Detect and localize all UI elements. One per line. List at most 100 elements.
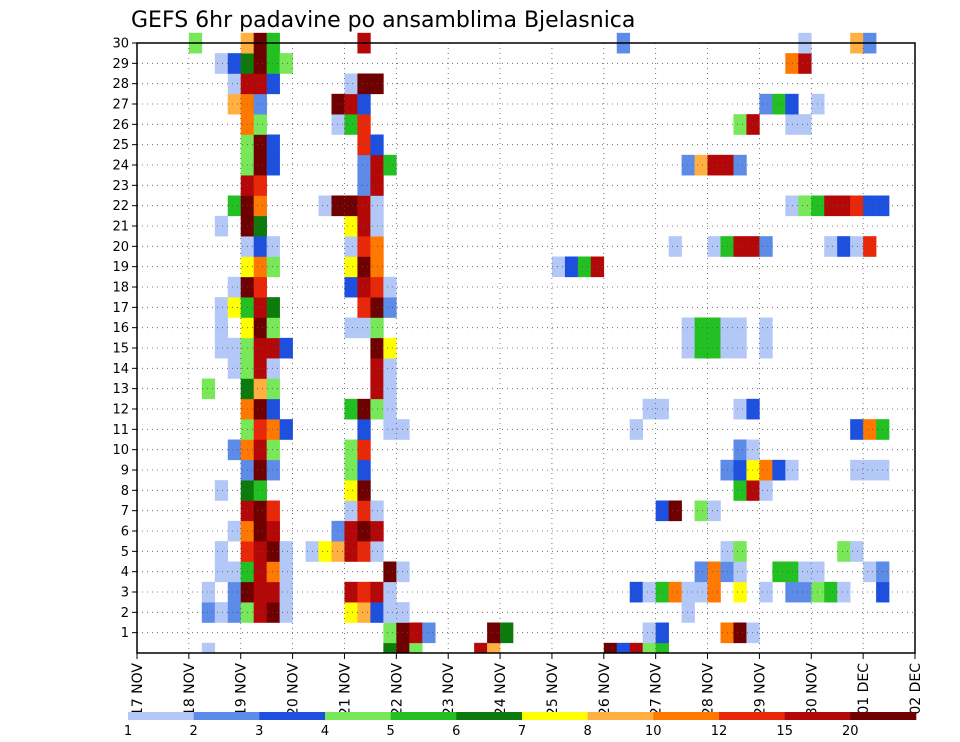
heatmap-cell	[266, 541, 280, 562]
heatmap-cell	[785, 53, 799, 74]
heatmap-cell	[798, 114, 812, 135]
heatmap-cell	[409, 622, 423, 644]
heatmap-cell	[266, 520, 280, 542]
heatmap-cell	[253, 561, 267, 583]
heatmap-cell	[253, 337, 267, 359]
heatmap-cell	[253, 53, 267, 74]
heatmap-cell	[564, 256, 579, 278]
heatmap-cell	[357, 602, 371, 623]
heatmap-cell	[759, 337, 773, 359]
colorbar-label: 2	[190, 724, 198, 739]
heatmap-cell	[227, 602, 242, 623]
heatmap-cell	[655, 642, 669, 654]
heatmap-cell	[759, 581, 773, 603]
heatmap-cell	[201, 642, 216, 654]
heatmap-cell	[253, 480, 267, 501]
heatmap-cell	[266, 337, 280, 359]
heatmap-cell	[357, 215, 371, 237]
y-tick-label: 30	[112, 37, 129, 52]
heatmap-cell	[266, 419, 280, 440]
heatmap-cell	[759, 236, 773, 257]
heatmap-cell	[707, 317, 721, 339]
heatmap-cell	[253, 520, 267, 542]
colorbar-swatch	[719, 712, 785, 720]
heatmap-cell	[253, 73, 267, 95]
heatmap-cell	[629, 581, 643, 603]
heatmap-cell	[357, 398, 371, 420]
heatmap-cell	[357, 236, 371, 257]
heatmap-cell	[279, 419, 293, 440]
heatmap-cell	[344, 602, 358, 623]
heatmap-cell	[344, 93, 358, 115]
heatmap-cell	[214, 480, 229, 501]
heatmap-cell	[357, 175, 371, 196]
heatmap-cell	[746, 398, 760, 420]
y-tick-label: 1	[121, 626, 129, 641]
heatmap-cell	[253, 134, 267, 156]
heatmap-cell	[746, 114, 760, 135]
x-tick-label: 18 NOV	[182, 663, 198, 717]
colorbar-label: 10	[645, 724, 662, 739]
heatmap-cell	[383, 602, 397, 623]
heatmap-cell	[253, 439, 267, 461]
heatmap-cell	[759, 459, 773, 481]
heatmap-cell	[266, 561, 280, 583]
heatmap-cell	[253, 419, 267, 440]
heatmap-cell	[798, 53, 812, 74]
heatmap-cell	[227, 195, 242, 217]
heatmap-cell	[707, 500, 721, 522]
colorbar-label: 4	[321, 724, 329, 739]
heatmap-cells	[188, 32, 890, 654]
heatmap-cell	[266, 398, 280, 420]
heatmap-cell	[733, 114, 747, 135]
heatmap-cell	[357, 276, 371, 298]
heatmap-cell	[331, 195, 345, 217]
heatmap-cell	[279, 581, 293, 603]
heatmap-cell	[253, 581, 267, 603]
heatmap-cell	[474, 642, 488, 654]
colorbar-swatch	[653, 712, 720, 720]
heatmap-cell	[266, 73, 280, 95]
heatmap-cell	[694, 154, 708, 176]
y-tick-label: 3	[121, 586, 129, 601]
heatmap-cell	[746, 459, 760, 481]
heatmap-cell	[253, 175, 267, 196]
y-tick-label: 29	[112, 57, 129, 72]
heatmap-cell	[266, 236, 280, 257]
heatmap-cell	[798, 195, 812, 217]
colorbar-swatch	[259, 712, 326, 720]
heatmap-cell	[266, 317, 280, 339]
heatmap-cell	[344, 317, 358, 339]
colorbar-label: 1	[124, 724, 132, 739]
heatmap-cell	[707, 561, 721, 583]
heatmap-cell	[863, 561, 877, 583]
heatmap-cell	[785, 459, 799, 481]
heatmap-cell	[253, 236, 267, 257]
heatmap-cell	[227, 53, 242, 74]
colorbar-swatch	[850, 712, 917, 720]
heatmap-cell	[681, 317, 695, 339]
heatmap-cell	[253, 398, 267, 420]
heatmap-cell	[201, 581, 216, 603]
heatmap-cell	[279, 561, 293, 583]
heatmap-cell	[357, 195, 371, 217]
heatmap-cell	[746, 439, 760, 461]
heatmap-cell	[253, 276, 267, 298]
y-tick-label: 4	[121, 565, 129, 580]
heatmap-cell	[266, 358, 280, 379]
heatmap-cell	[214, 317, 229, 339]
y-tick-label: 15	[112, 342, 129, 357]
colorbar-label: 5	[387, 724, 395, 739]
y-tick-label: 25	[112, 138, 129, 153]
heatmap-cell	[227, 73, 242, 95]
y-tick-label: 16	[112, 321, 129, 336]
heatmap-cell	[785, 195, 799, 217]
colorbar-swatch	[325, 712, 391, 720]
heatmap-cell	[824, 236, 838, 257]
heatmap-cell	[214, 541, 229, 562]
y-tick-label: 13	[112, 382, 129, 397]
heatmap-cell	[214, 297, 229, 318]
y-tick-label: 14	[112, 362, 129, 377]
colorbar-label: 15	[776, 724, 793, 739]
heatmap-cell	[253, 215, 267, 237]
